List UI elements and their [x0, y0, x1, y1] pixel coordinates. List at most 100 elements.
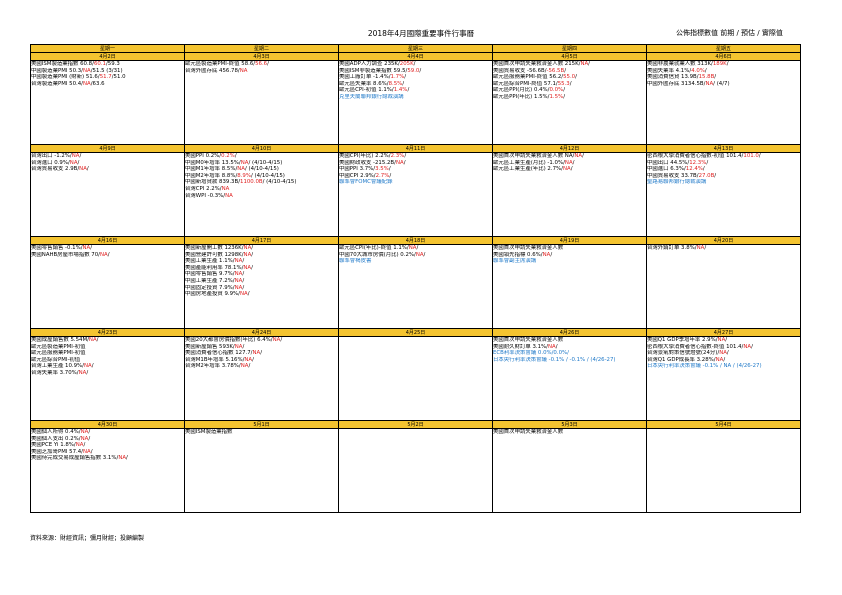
day-events: 美國ISM製造業指數 — [184, 428, 339, 513]
event-text: 美國營建許可數 1298K/ — [185, 251, 244, 258]
event-text: / — [280, 337, 283, 344]
event-text: 美國NAHB房屋市場指數 70/ — [31, 251, 101, 258]
event-text: / — [247, 291, 250, 298]
event-text: / — [751, 343, 753, 350]
event-text: 美國個人支出 0.2%/ — [31, 435, 81, 442]
event-item: 美國ISM非製造業指數 59.5/59.0/ — [340, 67, 492, 75]
event-text: / — [570, 166, 573, 173]
event-text: 美國貿易收支 -56.6B/ — [493, 67, 547, 74]
forecast-value: NA — [719, 350, 727, 357]
event-item: 中國房地產投資 9.9%/NA/ — [186, 291, 338, 298]
forecast-value: NA — [415, 251, 424, 258]
event-text: / — [242, 258, 245, 265]
date-row: 4月23日 4月24日 4月25日 4月26日 4月27日 — [30, 328, 801, 337]
event-item: 歐元區工業生產(年比) 2.7%/NA/ — [494, 166, 646, 173]
event-text: / — [563, 93, 566, 100]
event-text: 美國芝加哥PMI 57.4/ — [31, 448, 83, 455]
event-text: / — [726, 350, 729, 357]
event-text: 中國工業生產 7.2%/ — [185, 277, 235, 284]
forecast-value: 4.0% — [691, 67, 705, 74]
forecast-value: NA — [562, 166, 571, 173]
event-highlight: ECB利率決策會議 0.0%/0.0%/ — [493, 350, 569, 357]
date-cell: 4月10日 — [184, 144, 339, 153]
forecast-value: NA — [221, 185, 230, 192]
event-text: 中國進口 6.3%/ — [647, 166, 686, 173]
forecast-value: NA — [696, 245, 705, 252]
forecast-value: NA — [234, 343, 243, 350]
event-text: 美國ISM製造業指數 — [185, 429, 233, 436]
event-text: 歐元區綜合PMI-初值 — [31, 356, 81, 363]
event-text: / — [575, 74, 577, 81]
event-text: / — [714, 74, 717, 81]
event-item: 聯準會褐皮書 — [340, 258, 492, 265]
event-text: 台灣失業率 3.70%/ — [31, 369, 79, 376]
forecast-value: NA — [69, 159, 78, 166]
forecast-value: 2.3% — [390, 153, 405, 160]
event-text: / — [248, 363, 251, 370]
date-cell: 4月4日 — [338, 52, 493, 61]
event-item: 美國消費者信心指數 127.7/NA/ — [186, 350, 338, 357]
forecast-value: NA — [79, 166, 87, 173]
event-text: / — [90, 448, 93, 455]
event-text: 台灣外銷訂單 3.8%/ — [647, 245, 697, 252]
event-text: / — [388, 166, 391, 173]
forecast-value: 3.5% — [375, 166, 389, 173]
event-item: 中國零售銷售 9.7%/NA/ — [186, 271, 338, 278]
forecast-value: NA — [234, 284, 243, 291]
forecast-value: NA — [82, 80, 91, 87]
date-cell: 4月27日 — [646, 328, 801, 337]
event-item: 歐元區PPI(年比) 1.5%/1.5%/ — [494, 93, 646, 101]
forecast-value: NA — [239, 67, 248, 74]
forecast-value: NA — [717, 337, 726, 344]
event-item: 中國進口 6.3%/12.4%/ — [647, 166, 800, 173]
event-text: / — [251, 245, 254, 252]
event-text: 歐元區綜合PMI-終值 57.1/ — [493, 80, 558, 87]
event-text: / — [419, 67, 422, 74]
event-text: 美國工廠訂單 -1.4%/ — [339, 74, 391, 81]
event-text: 美國待完成交易成屋銷售指數 3.1%/ — [31, 455, 119, 462]
forecast-value: NA — [243, 245, 252, 252]
event-text: / — [706, 159, 709, 166]
event-text: 台灣工業生產 10.9%/ — [31, 363, 85, 370]
event-text: / — [555, 343, 558, 350]
event-item: 台灣失業率 3.70%/NA/ — [31, 369, 184, 377]
event-text: 台灣CPI 2.2%/ — [185, 185, 222, 192]
event-text: / (4/10-4/15) — [262, 179, 297, 186]
event-item: 日本央行利率決策會議 -0.1% / -0.1% / (4/26-27) — [494, 357, 646, 364]
event-highlight: 聯準會FOMC會議紀錄 — [339, 179, 393, 186]
event-item: 美國首次申請失業救濟金人數 — [494, 338, 646, 344]
event-text: / — [563, 87, 566, 94]
event-text: 美國首次申請失業救濟金人數 — [493, 245, 564, 252]
forecast-value: NA — [395, 159, 404, 166]
event-text: 歐元區服務業PMI-終值 56.2/ — [493, 74, 564, 81]
event-text: / — [407, 87, 410, 94]
event-text: 中國固定投資 7.9%/ — [185, 284, 235, 291]
event-text: 台灣景氣對策信號燈號(24分)/ — [647, 350, 720, 357]
date-cell: 5月2日 — [338, 420, 493, 429]
event-item: 美國成屋銷售數 5.54M/NA/ — [32, 338, 184, 344]
event-text: / — [404, 74, 407, 81]
event-item: 美國首次申請失業救濟金人數 — [493, 245, 646, 252]
day-events: 美國20大都會房價指數(年比) 6.4%/NA/美國新屋銷售 593K/NA/美… — [184, 336, 339, 421]
date-row: 4月16日 4月17日 4月18日 4月19日 4月20日 — [30, 236, 801, 245]
event-item: 聖路易聯邦銀行總裁演講 — [648, 179, 800, 186]
event-item: 美國零售銷售 -0.1%/NA/ — [32, 246, 184, 252]
event-item: 美國CPI(年比) 2.2%/2.3%/ — [340, 153, 492, 160]
event-item: 歐元區失業率 8.6%/8.5%/ — [340, 81, 492, 88]
event-text: 中國PPI 3.7%/ — [339, 166, 376, 173]
event-text: / — [714, 172, 717, 179]
event-text: / — [83, 442, 86, 449]
day-events: 美國PPI 0.2%/0.2%/中國M0年增率 13.5%/NA/ (4/10-… — [184, 152, 339, 237]
forecast-value: NA — [80, 429, 89, 436]
events-row: 美國成屋銷售數 5.54M/NA/歐元區製造業PMI-初值 歐元區服務業PMI-初… — [30, 336, 801, 421]
event-text: 台灣WPI -0.3%/ — [185, 192, 226, 199]
event-text: 美國PCE Yi 1.8%/ — [31, 442, 76, 449]
event-text: 中國CPI 2.9%/ — [339, 172, 376, 179]
forecast-value: 189K — [712, 61, 727, 68]
event-text: / — [88, 429, 91, 436]
forecast-value: NA — [243, 251, 252, 258]
event-text: 美國領先指標 0.6%/ — [493, 251, 543, 258]
date-cell: 4月11日 — [338, 144, 493, 153]
event-text: 美國20大都會房價指數(年比) 6.4%/ — [185, 337, 273, 344]
event-text: / — [588, 61, 590, 68]
